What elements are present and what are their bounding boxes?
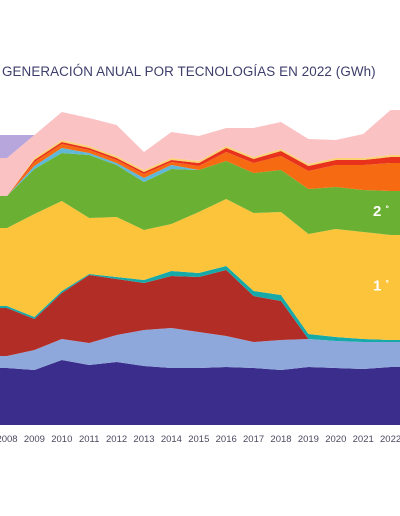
x-tick-label: 2021 [353,434,374,445]
chart-title: GENERACIÓN ANUAL POR TECNOLOGÍAS EN 2022… [2,64,376,79]
area-series-green [0,153,400,235]
rank-suffix: º [386,279,389,288]
x-tick-label: 2008 [0,434,18,445]
x-tick-label: 2019 [298,434,319,445]
x-tick-label: 2010 [51,434,72,445]
x-tick-label: 2022 [380,434,400,445]
x-tick-label: 2020 [325,434,346,445]
area-series-orange [0,144,400,196]
area-series-lightblue [0,328,400,370]
x-tick-label: 2015 [188,434,209,445]
area-series-navy [0,360,400,425]
rank-suffix: º [386,204,389,213]
rank-label-2: 2 [373,203,381,220]
area-series-yellow [0,199,400,340]
x-tick-label: 2018 [270,434,291,445]
area-series-red [0,270,400,356]
area-series-teal [0,266,400,342]
x-tick-label: 2016 [216,434,237,445]
area-series-pink [0,110,400,196]
x-tick-label: 2009 [24,434,45,445]
x-tick-label: 2017 [243,434,264,445]
rank-label-1: 1 [373,278,381,295]
x-tick-label: 2014 [161,434,182,445]
x-tick-label: 2012 [106,434,127,445]
x-tick-label: 2011 [79,434,99,445]
x-tick-label: 2013 [133,434,154,445]
